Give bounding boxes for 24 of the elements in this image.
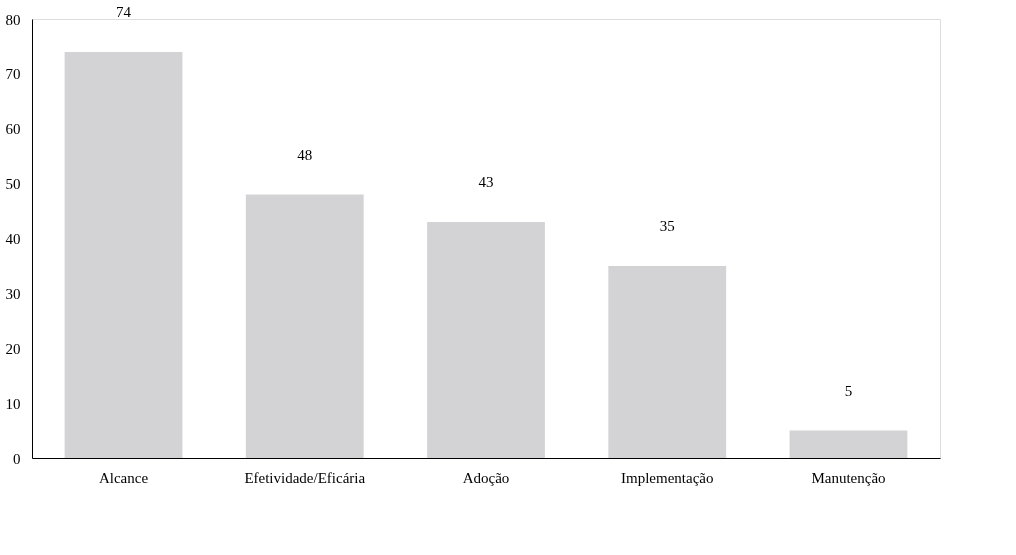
data-label: 5 <box>844 382 853 399</box>
y-tick-label: 20 <box>5 340 21 357</box>
y-tick-label: 60 <box>5 121 21 138</box>
bar <box>64 51 183 458</box>
x-tick-label: Adoção <box>462 469 510 486</box>
y-tick-label: 0 <box>13 450 21 467</box>
y-tick-label: 30 <box>5 285 21 302</box>
x-tick-label: Implementação <box>621 469 714 486</box>
y-tick-label: 40 <box>5 231 21 247</box>
y-tick-label: 80 <box>5 11 21 28</box>
x-tick-label: Alcance <box>98 469 149 486</box>
x-tick-label: Manutenção <box>811 469 886 486</box>
bar <box>789 430 908 458</box>
data-label: 35 <box>659 217 675 234</box>
bar <box>245 194 364 458</box>
y-tick-label: 70 <box>5 66 21 83</box>
data-label: 43 <box>478 174 494 191</box>
y-tick-label: 50 <box>5 176 21 193</box>
data-label: 48 <box>297 146 313 163</box>
x-tick-label: Efetividade/Eficária <box>244 469 366 486</box>
data-label: 74 <box>116 3 132 20</box>
y-tick-label: 10 <box>5 395 21 412</box>
bar <box>608 265 727 458</box>
bar <box>427 222 545 458</box>
